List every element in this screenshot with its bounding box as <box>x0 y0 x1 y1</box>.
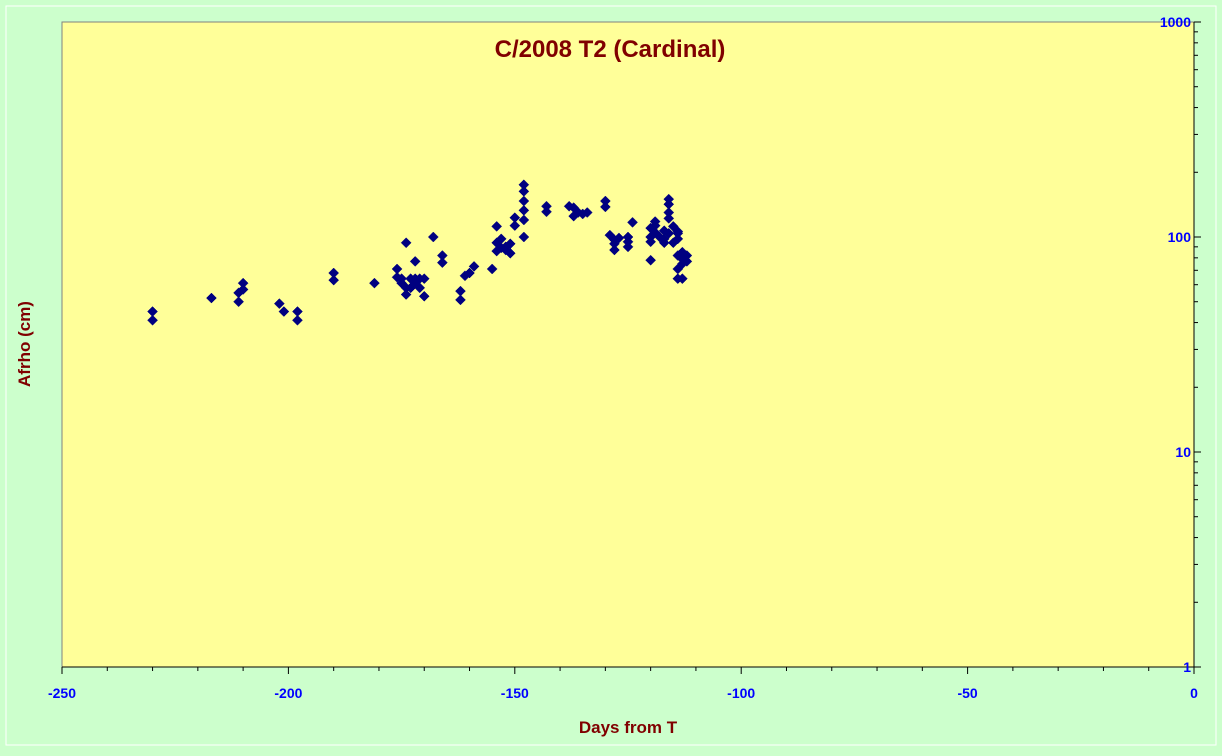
data-point <box>681 256 693 267</box>
x-tick-label: -250 <box>48 685 76 701</box>
data-point <box>278 306 290 317</box>
data-point <box>233 296 244 308</box>
x-tick-label: 0 <box>1190 685 1198 701</box>
plot-area <box>61 21 1195 668</box>
data-point <box>649 216 661 227</box>
data-point <box>486 263 498 275</box>
data-point <box>609 244 620 256</box>
data-point <box>504 247 516 259</box>
data-point <box>509 220 521 231</box>
chart-title: C/2008 T2 (Cardinal) <box>495 36 726 63</box>
data-point <box>663 213 675 224</box>
x-tick-label: -200 <box>274 685 302 701</box>
data-point <box>328 274 340 286</box>
data-point <box>622 241 634 253</box>
data-point <box>491 221 503 232</box>
data-point <box>400 237 412 249</box>
data-point <box>464 267 475 279</box>
data-point <box>676 273 688 285</box>
data-point <box>581 207 593 218</box>
y-axis-label: Afrho (cm) <box>15 301 34 387</box>
data-point <box>328 267 340 279</box>
y-tick-label: 1 <box>1183 659 1191 675</box>
data-point <box>518 231 530 243</box>
data-point <box>455 294 466 306</box>
data-point <box>237 277 249 289</box>
data-point <box>237 284 249 295</box>
x-tick-label: -100 <box>727 685 755 701</box>
data-point <box>436 257 448 268</box>
data-point <box>418 290 430 302</box>
data-point <box>663 198 675 210</box>
data-point <box>400 289 412 300</box>
y-tick-label: 1000 <box>1160 14 1191 30</box>
axes: -250 -200 -150 -100 -50 0 1 10 100 1000 <box>48 14 1201 701</box>
data-point <box>645 254 656 266</box>
data-point <box>672 226 684 237</box>
data-point <box>600 201 611 213</box>
data-point <box>414 282 426 294</box>
data-point <box>418 273 430 285</box>
x-tick-label: -150 <box>501 685 529 701</box>
data-point <box>468 261 480 272</box>
data-point <box>627 216 638 228</box>
data-point <box>455 285 466 297</box>
data-point <box>292 314 303 326</box>
data-point <box>663 227 675 239</box>
data-point <box>541 206 552 218</box>
data-point <box>409 256 421 267</box>
data-point <box>509 212 521 224</box>
data-point <box>613 232 625 244</box>
data-point <box>147 306 158 317</box>
data-point <box>495 233 507 245</box>
data-point <box>369 277 380 289</box>
y-tick-label: 100 <box>1168 229 1192 245</box>
y-tick-label: 10 <box>1175 444 1191 460</box>
data-point <box>427 231 439 243</box>
data-point <box>518 214 530 226</box>
x-axis-label: Days from T <box>579 718 678 737</box>
data-point <box>672 233 684 245</box>
data-point <box>436 250 448 261</box>
data-point <box>273 298 285 309</box>
data-point <box>292 306 303 317</box>
data-markers <box>147 179 693 326</box>
data-point <box>206 292 217 304</box>
data-point <box>391 263 403 275</box>
data-point <box>396 273 407 285</box>
data-point <box>147 314 158 326</box>
x-tick-label: -50 <box>957 685 977 701</box>
